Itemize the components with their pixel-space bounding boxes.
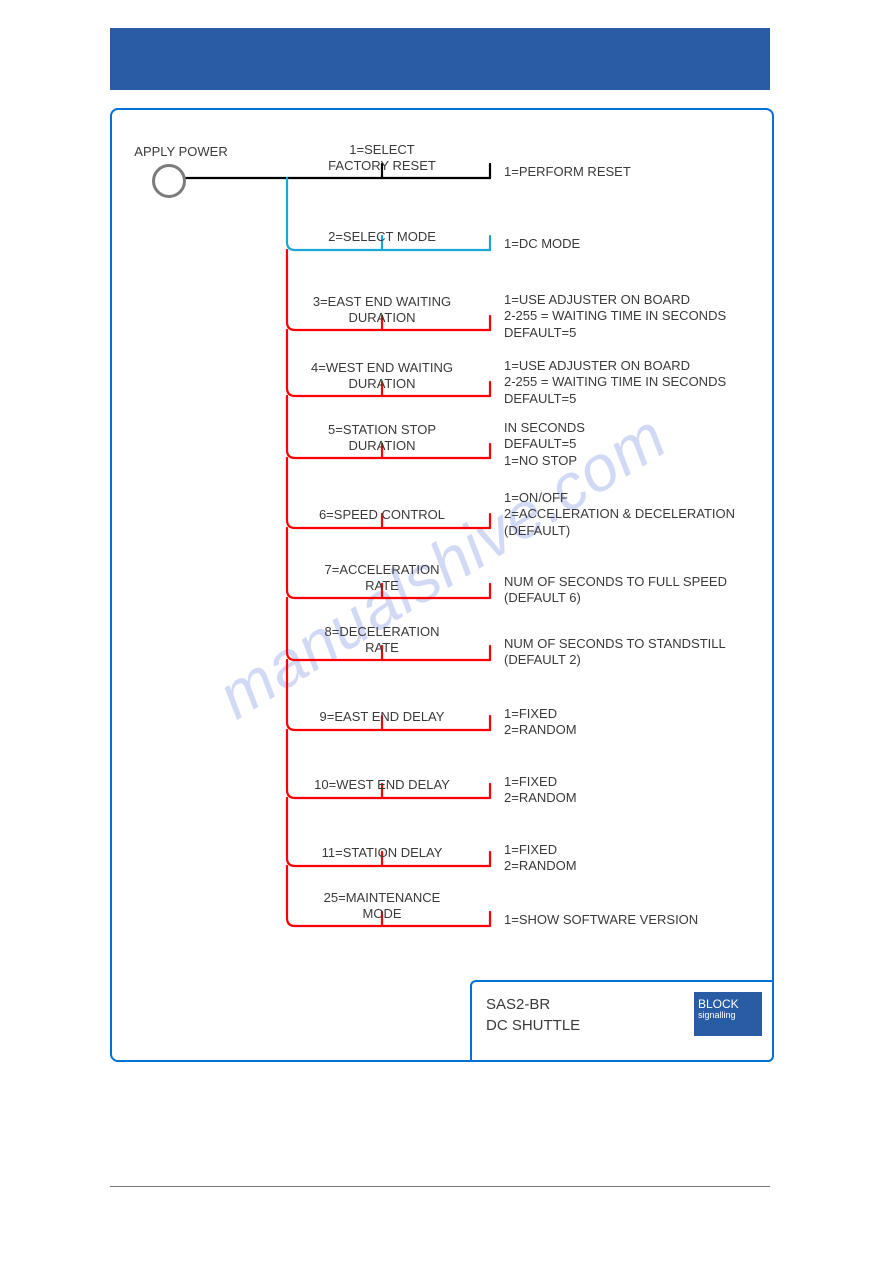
branch-label: 6=SPEED CONTROL <box>282 507 482 523</box>
branch-value: 1=USE ADJUSTER ON BOARD 2-255 = WAITING … <box>504 292 726 341</box>
branch-label: 4=WEST END WAITING DURATION <box>282 360 482 393</box>
diagram-frame: manualshive.com APPLY POWER 1=SELECT FAC… <box>110 108 774 1062</box>
branch-value: 1=SHOW SOFTWARE VERSION <box>504 912 698 928</box>
branch-value: 1=USE ADJUSTER ON BOARD 2-255 = WAITING … <box>504 358 726 407</box>
branch-value: 1=ON/OFF 2=ACCELERATION & DECELERATION (… <box>504 490 735 539</box>
branch-label: 2=SELECT MODE <box>282 229 482 245</box>
branch-label: 7=ACCELERATION RATE <box>282 562 482 595</box>
branch-label: 8=DECELERATION RATE <box>282 624 482 657</box>
apply-power-label: APPLY POWER <box>126 144 236 160</box>
branch-value: 1=FIXED 2=RANDOM <box>504 706 577 739</box>
branch-value: NUM OF SECONDS TO FULL SPEED (DEFAULT 6) <box>504 574 727 607</box>
logo-box: BLOCK signalling <box>694 992 762 1036</box>
branch-value: IN SECONDS DEFAULT=5 1=NO STOP <box>504 420 585 469</box>
branch-label: 9=EAST END DELAY <box>282 709 482 725</box>
branch-value: NUM OF SECONDS TO STANDSTILL (DEFAULT 2) <box>504 636 726 669</box>
branch-label: 25=MAINTENANCE MODE <box>282 890 482 923</box>
power-circle-icon <box>152 164 186 198</box>
branch-label: 11=STATION DELAY <box>282 845 482 861</box>
branch-value: 1=DC MODE <box>504 236 580 252</box>
branch-value: 1=FIXED 2=RANDOM <box>504 842 577 875</box>
title-text: SAS2-BR DC SHUTTLE <box>486 994 580 1036</box>
branch-label: 10=WEST END DELAY <box>282 777 482 793</box>
logo-line2: signalling <box>698 1011 758 1021</box>
branch-label: 5=STATION STOP DURATION <box>282 422 482 455</box>
header-bar <box>110 28 770 90</box>
branch-label: 3=EAST END WAITING DURATION <box>282 294 482 327</box>
branch-label: 1=SELECT FACTORY RESET <box>282 142 482 175</box>
footer-divider <box>110 1186 770 1187</box>
title-block: SAS2-BR DC SHUTTLE BLOCK signalling <box>470 980 774 1062</box>
branch-value: 1=FIXED 2=RANDOM <box>504 774 577 807</box>
page: manualshive.com APPLY POWER 1=SELECT FAC… <box>0 0 893 1263</box>
branch-value: 1=PERFORM RESET <box>504 164 631 180</box>
